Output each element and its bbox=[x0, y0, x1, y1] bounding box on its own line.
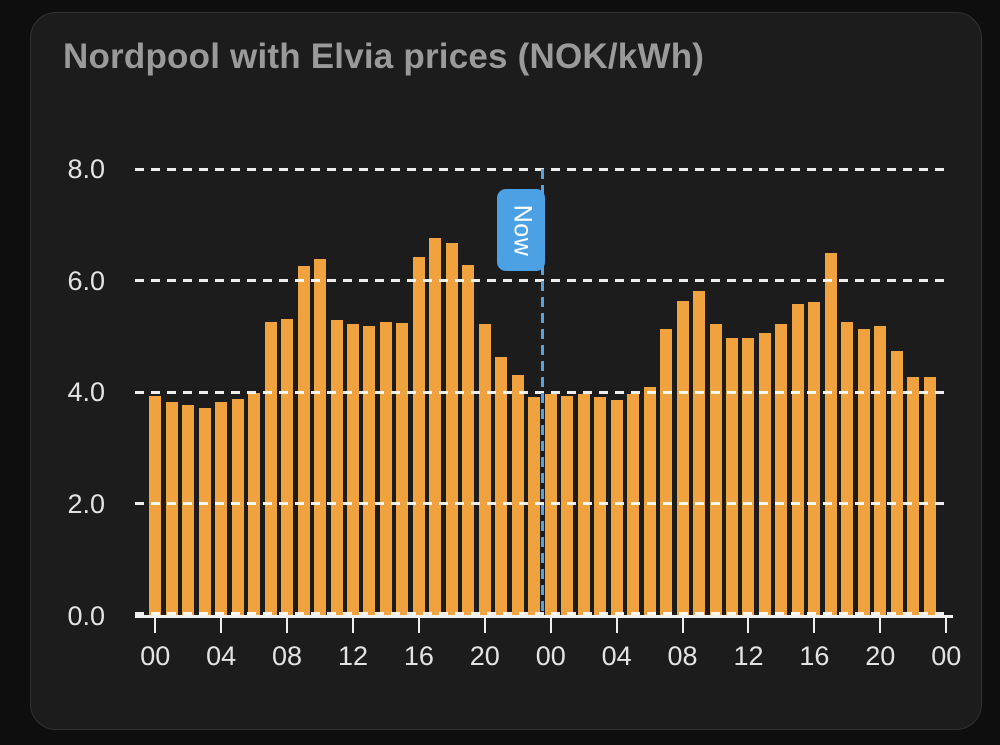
x-axis-tick bbox=[945, 617, 948, 633]
price-bar[interactable] bbox=[165, 402, 178, 618]
price-bar[interactable] bbox=[281, 319, 294, 618]
x-axis-tick bbox=[417, 617, 420, 633]
x-axis-label: 20 bbox=[865, 641, 896, 671]
x-axis-tick bbox=[615, 617, 618, 633]
x-axis-tick bbox=[220, 617, 223, 633]
x-axis-tick bbox=[549, 617, 552, 633]
price-bar[interactable] bbox=[726, 337, 738, 618]
x-axis-label: 04 bbox=[206, 641, 237, 671]
price-bar[interactable] bbox=[693, 290, 706, 618]
x-axis-tick bbox=[879, 617, 882, 633]
price-bar-chart[interactable]: Now 0.0 2.0 4.0 6.0 8.0 00 04 08 12 16 20 00 04 08 12 1… bbox=[31, 13, 983, 731]
price-bar[interactable] bbox=[429, 237, 442, 618]
price-bar[interactable] bbox=[841, 322, 854, 618]
x-axis-tick bbox=[351, 617, 354, 633]
price-bar[interactable] bbox=[314, 258, 327, 618]
x-axis-label: 00 bbox=[931, 641, 962, 671]
price-bar[interactable] bbox=[248, 393, 261, 618]
price-bar[interactable] bbox=[445, 243, 458, 618]
x-axis-label: 08 bbox=[667, 641, 698, 671]
x-axis-line bbox=[135, 614, 953, 618]
price-bar[interactable] bbox=[215, 401, 228, 618]
price-bar[interactable] bbox=[396, 323, 409, 618]
price-bar[interactable] bbox=[198, 407, 211, 618]
price-bar[interactable] bbox=[923, 376, 936, 618]
price-bar[interactable] bbox=[857, 328, 870, 618]
price-bar[interactable] bbox=[594, 397, 607, 618]
price-bar[interactable] bbox=[643, 386, 656, 618]
price-bar[interactable] bbox=[330, 320, 343, 618]
x-axis-tick bbox=[681, 617, 684, 633]
price-bar[interactable] bbox=[149, 396, 162, 618]
price-bar[interactable] bbox=[297, 265, 310, 618]
price-bar[interactable] bbox=[231, 398, 244, 618]
price-bar[interactable] bbox=[627, 393, 640, 618]
x-axis-label: 16 bbox=[403, 641, 434, 671]
y-axis-label: 0.0 bbox=[67, 600, 105, 631]
x-axis-label: 00 bbox=[535, 641, 566, 671]
price-bar[interactable] bbox=[791, 303, 804, 618]
price-bar[interactable] bbox=[742, 338, 755, 618]
price-bar[interactable] bbox=[577, 394, 590, 618]
price-bar[interactable] bbox=[462, 264, 475, 618]
price-bar[interactable] bbox=[363, 325, 376, 618]
price-bar[interactable] bbox=[874, 325, 887, 618]
price-bar[interactable] bbox=[495, 356, 508, 618]
price-bar[interactable] bbox=[511, 374, 524, 618]
now-annotation-badge: Now bbox=[497, 189, 546, 271]
now-annotation-line bbox=[540, 169, 544, 618]
y-axis-label: 2.0 bbox=[67, 488, 105, 519]
price-bar[interactable] bbox=[660, 329, 673, 618]
price-bar[interactable] bbox=[528, 396, 541, 618]
x-axis-label: 04 bbox=[601, 641, 632, 671]
price-bar[interactable] bbox=[610, 400, 623, 618]
price-bar[interactable] bbox=[824, 253, 837, 618]
x-axis-label: 00 bbox=[140, 641, 171, 671]
price-bar[interactable] bbox=[890, 350, 903, 618]
price-bar[interactable] bbox=[676, 301, 689, 618]
x-axis-tick bbox=[286, 617, 289, 633]
price-bar[interactable] bbox=[478, 323, 491, 618]
price-bar[interactable] bbox=[808, 302, 821, 618]
x-axis-label: 16 bbox=[799, 641, 830, 671]
x-axis-label: 12 bbox=[337, 641, 368, 671]
x-axis-tick bbox=[154, 617, 157, 633]
y-axis-label: 6.0 bbox=[67, 265, 105, 296]
price-bar[interactable] bbox=[346, 323, 359, 618]
now-annotation-label: Now bbox=[507, 204, 536, 256]
price-bar[interactable] bbox=[709, 324, 722, 618]
price-bar[interactable] bbox=[379, 322, 392, 618]
price-bar[interactable] bbox=[758, 332, 771, 618]
y-axis-label: 4.0 bbox=[67, 377, 105, 408]
x-axis-label: 08 bbox=[272, 641, 303, 671]
price-bar[interactable] bbox=[544, 393, 557, 618]
card-title: Nordpool with Elvia prices (NOK/kWh) bbox=[63, 37, 705, 76]
price-bar[interactable] bbox=[264, 322, 277, 618]
x-axis-label: 20 bbox=[469, 641, 500, 671]
price-bar[interactable] bbox=[561, 395, 574, 618]
price-bar[interactable] bbox=[412, 256, 425, 618]
x-axis-tick bbox=[483, 617, 486, 633]
x-axis-tick bbox=[747, 617, 750, 633]
price-bar[interactable] bbox=[775, 324, 788, 618]
x-axis-tick bbox=[813, 617, 816, 633]
price-bar[interactable] bbox=[182, 404, 195, 618]
price-bar[interactable] bbox=[907, 376, 920, 618]
x-axis-label: 12 bbox=[733, 641, 764, 671]
price-chart-card: Nordpool with Elvia prices (NOK/kWh) Now… bbox=[30, 12, 982, 730]
y-axis-label: 8.0 bbox=[67, 154, 105, 184]
